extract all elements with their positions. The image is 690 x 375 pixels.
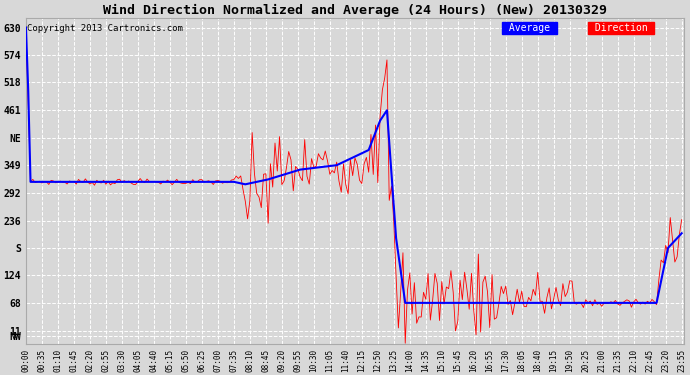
Title: Wind Direction Normalized and Average (24 Hours) (New) 20130329: Wind Direction Normalized and Average (2… <box>103 3 607 16</box>
Text: Copyright 2013 Cartronics.com: Copyright 2013 Cartronics.com <box>28 24 183 33</box>
Text: Average: Average <box>503 22 556 33</box>
Text: Direction: Direction <box>589 22 653 33</box>
